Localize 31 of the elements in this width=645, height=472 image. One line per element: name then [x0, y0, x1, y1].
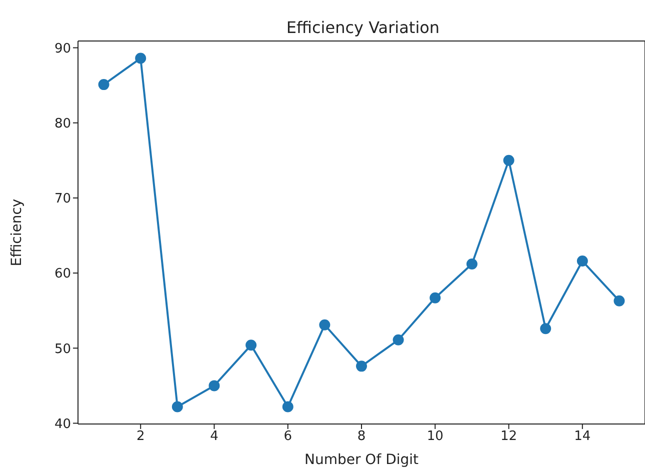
y-tick-label: 70 [54, 192, 71, 207]
point [466, 258, 478, 270]
point [208, 380, 220, 392]
point [282, 401, 294, 412]
point [503, 154, 514, 166]
point [392, 334, 404, 346]
point [614, 295, 625, 306]
x-tick-label: 8 [357, 429, 366, 444]
y-tick-label: 40 [54, 416, 71, 432]
y-tick-label: 90 [54, 41, 71, 56]
y-axis-title: Efficiency [8, 198, 25, 266]
point [246, 340, 257, 351]
point [540, 323, 552, 334]
x-tick-label: 12 [500, 429, 518, 444]
point [98, 79, 110, 90]
point [356, 360, 367, 372]
y-tick-label: 80 [54, 116, 71, 132]
x-tick-label: 6 [284, 429, 292, 444]
x-tick-label: 10 [426, 429, 444, 444]
point [576, 256, 588, 267]
y-tick-label: 60 [54, 266, 71, 282]
point [319, 319, 330, 330]
x-tick-label: 2 [136, 429, 145, 444]
x-axis-title: Number Of Digit [304, 452, 420, 468]
x-tick-label: 4 [210, 429, 218, 444]
y-tick-label: 50 [54, 342, 71, 357]
point [135, 52, 146, 64]
point [172, 401, 183, 412]
point [430, 292, 441, 304]
chart-title: Efficiency Variation [285, 18, 441, 37]
x-tick-label: 14 [574, 429, 591, 444]
